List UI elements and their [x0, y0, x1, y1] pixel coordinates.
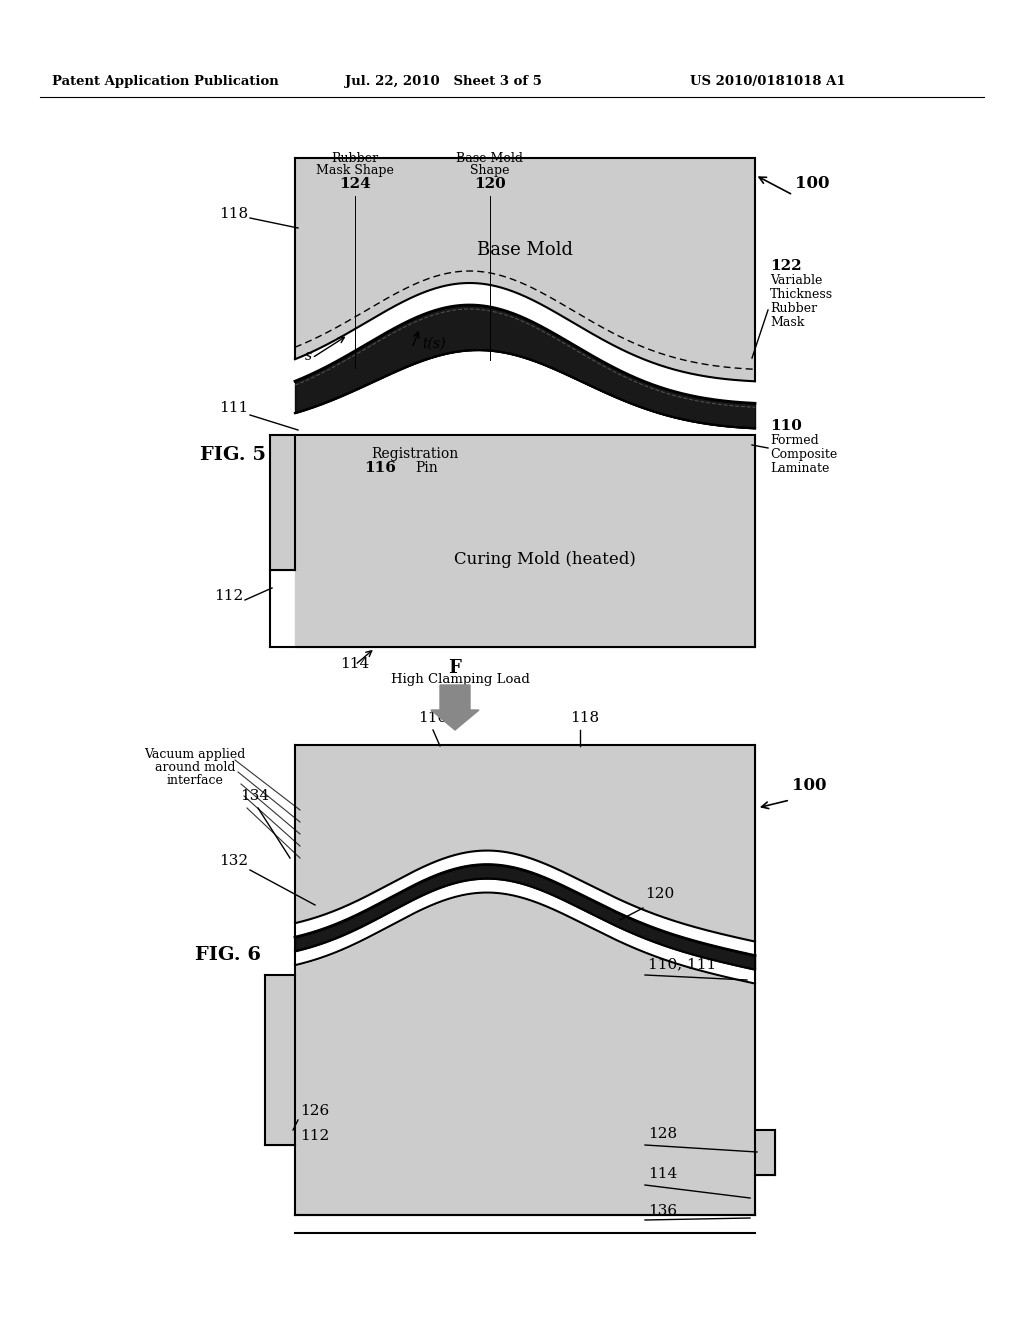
Text: Formed: Formed [770, 434, 819, 447]
Text: Rubber: Rubber [332, 152, 379, 165]
Polygon shape [295, 744, 755, 1214]
Text: 118: 118 [570, 711, 599, 725]
Text: FIG. 5: FIG. 5 [200, 446, 266, 465]
Text: 136: 136 [648, 1204, 677, 1218]
Text: FIG. 6: FIG. 6 [195, 946, 261, 964]
Text: 116: 116 [365, 461, 396, 475]
Text: 111: 111 [219, 401, 248, 414]
Text: 116: 116 [418, 711, 447, 725]
Text: 124: 124 [339, 177, 371, 191]
FancyArrow shape [431, 685, 479, 730]
Text: 120: 120 [474, 177, 506, 191]
Text: 122: 122 [770, 259, 802, 273]
Text: F: F [449, 659, 462, 677]
Text: 112: 112 [300, 1129, 330, 1143]
Text: Vacuum applied: Vacuum applied [144, 748, 246, 762]
Text: Jul. 22, 2010   Sheet 3 of 5: Jul. 22, 2010 Sheet 3 of 5 [345, 75, 542, 88]
Text: Laminate: Laminate [770, 462, 829, 475]
Text: Variable: Variable [770, 275, 822, 286]
Text: Curing Mold (heated): Curing Mold (heated) [454, 552, 636, 569]
Text: 100: 100 [795, 176, 829, 191]
Text: Patent Application Publication: Patent Application Publication [52, 75, 279, 88]
Text: US 2010/0181018 A1: US 2010/0181018 A1 [690, 75, 846, 88]
Text: Base Mold: Base Mold [457, 152, 523, 165]
Text: 128: 128 [648, 1127, 677, 1140]
Polygon shape [270, 436, 295, 570]
Text: Mask: Mask [770, 315, 805, 329]
Text: 134: 134 [240, 789, 269, 803]
Polygon shape [295, 436, 755, 647]
Text: High Clamping Load: High Clamping Load [390, 673, 529, 686]
Polygon shape [295, 1214, 755, 1233]
Text: 114: 114 [648, 1167, 677, 1181]
Text: 114: 114 [340, 657, 370, 671]
Text: Registration: Registration [372, 447, 459, 461]
Text: Thickness: Thickness [770, 288, 834, 301]
Text: 126: 126 [300, 1104, 330, 1118]
Text: Shape: Shape [470, 164, 510, 177]
Text: 118: 118 [219, 207, 248, 220]
Text: 100: 100 [792, 777, 826, 795]
Text: s: s [305, 348, 312, 363]
Text: Composite: Composite [770, 447, 838, 461]
Text: 120: 120 [645, 887, 674, 902]
Text: 110: 110 [770, 418, 802, 433]
Text: interface: interface [167, 774, 223, 787]
Text: Mask Shape: Mask Shape [316, 164, 394, 177]
Text: around mold: around mold [155, 762, 236, 774]
Text: 110, 111: 110, 111 [648, 957, 716, 972]
Text: Base Mold: Base Mold [477, 242, 573, 259]
Polygon shape [295, 158, 755, 381]
Text: Rubber: Rubber [770, 302, 817, 315]
Polygon shape [755, 1130, 775, 1175]
Text: t(s): t(s) [422, 337, 445, 351]
Polygon shape [265, 975, 295, 1144]
Text: Pin: Pin [415, 461, 437, 475]
Text: 132: 132 [219, 854, 248, 869]
Text: 112: 112 [214, 589, 243, 603]
